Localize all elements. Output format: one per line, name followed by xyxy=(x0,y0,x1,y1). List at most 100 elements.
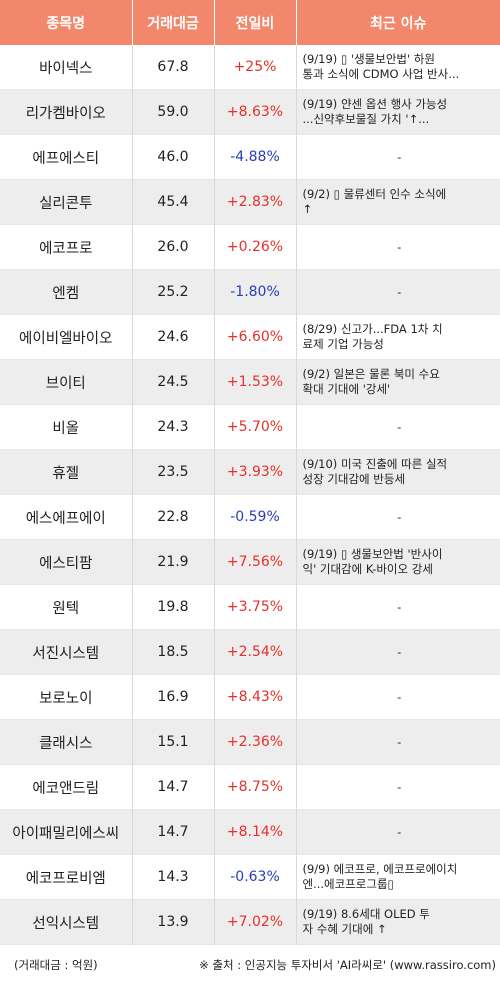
table-row: 리가켐바이오 59.0 +8.63% (9/19) 얀센 옵션 행사 가능성 ...신약… xyxy=(0,89,500,135)
issue-line: - xyxy=(397,239,402,254)
trade-volume: 14.3 xyxy=(132,854,215,900)
stock-name: 에코프로비엠 xyxy=(0,854,133,900)
issue-line: (9/19) 8.6세대 OLED 투 xyxy=(302,907,430,921)
recent-issue: - xyxy=(296,719,500,765)
recent-issue: (8/29) 신고가...FDA 1차 치 료제 기업 가능성 xyxy=(296,314,500,360)
recent-issue: - xyxy=(296,224,500,270)
stock-name: 서진시스템 xyxy=(0,629,133,675)
stock-name: 비올 xyxy=(0,404,133,450)
recent-issue: (9/10) 미국 진출에 따른 실적 성장 기대감에 반등세 xyxy=(296,449,500,495)
price-change: +7.56% xyxy=(214,539,297,585)
stock-name: 리가켐바이오 xyxy=(0,89,133,135)
price-change: +25% xyxy=(214,45,297,90)
price-change: -0.63% xyxy=(214,854,297,900)
trade-volume: 24.5 xyxy=(132,359,215,405)
issue-line: (9/2) 일본은 물론 북미 수요 xyxy=(302,367,440,381)
issue-line: - xyxy=(397,284,402,299)
issue-line: (9/19) ▯ '생물보안법' 하원 xyxy=(302,52,435,66)
stock-name: 에스티팜 xyxy=(0,539,133,585)
stock-name: 에프에스티 xyxy=(0,134,133,180)
recent-issue: (9/19) 얀센 옵션 행사 가능성 ...신약후보물질 가치 '↑... xyxy=(296,89,500,135)
table-row: 에코프로비엠 14.3 -0.63% (9/9) 에코프로, 에코프로에이치 엔...에… xyxy=(0,854,500,900)
recent-issue: (9/19) ▯ 생물보안법 '반사이 익' 기대감에 K-바이오 강세 xyxy=(296,539,500,585)
trade-volume: 21.9 xyxy=(132,539,215,585)
stock-name: 클래시스 xyxy=(0,719,133,765)
recent-issue: - xyxy=(296,404,500,450)
table-row: 에코앤드림 14.7 +8.75% - xyxy=(0,764,500,810)
footer-unit-note: (거래대금 : 억원) xyxy=(14,958,98,972)
recent-issue: (9/19) ▯ '생물보안법' 하원 통과 소식에 CDMO 사업 반사... xyxy=(296,45,500,90)
stock-table: 종목명 거래대금 전일비 최근 이슈 바이넥스 67.8 +25% (9/19) ▯ … xyxy=(0,0,500,945)
issue-line: 확대 기대에 '강세' xyxy=(302,382,391,396)
table-row: 브이티 24.5 +1.53% (9/2) 일본은 물론 북미 수요 확대 기대에 '강… xyxy=(0,359,500,405)
issue-line: (9/2) ▯ 물류센터 인수 소식에 xyxy=(302,187,447,201)
stock-name: 실리콘투 xyxy=(0,179,133,225)
recent-issue: (9/9) 에코프로, 에코프로에이치 엔...에코프로그룹▯ xyxy=(296,854,500,900)
stock-name: 에코프로 xyxy=(0,224,133,270)
recent-issue: - xyxy=(296,134,500,180)
issue-line: (9/9) 에코프로, 에코프로에이치 xyxy=(302,862,458,876)
table-row: 에스티팜 21.9 +7.56% (9/19) ▯ 생물보안법 '반사이 익' 기대감에… xyxy=(0,539,500,585)
issue-line: - xyxy=(397,779,402,794)
table-row: 보로노이 16.9 +8.43% - xyxy=(0,674,500,720)
issue-line: - xyxy=(397,734,402,749)
issue-line: (8/29) 신고가...FDA 1차 치 xyxy=(302,322,443,336)
price-change: +7.02% xyxy=(214,899,297,945)
stock-name: 보로노이 xyxy=(0,674,133,720)
trade-volume: 59.0 xyxy=(132,89,215,135)
issue-line: ...신약후보물질 가치 '↑... xyxy=(302,112,430,126)
table-row: 서진시스템 18.5 +2.54% - xyxy=(0,629,500,675)
table-row: 에이비엘바이오 24.6 +6.60% (8/29) 신고가...FDA 1차 치 료제… xyxy=(0,314,500,360)
issue-line: (9/10) 미국 진출에 따른 실적 xyxy=(302,457,448,471)
trade-volume: 24.3 xyxy=(132,404,215,450)
recent-issue: - xyxy=(296,809,500,855)
trade-volume: 26.0 xyxy=(132,224,215,270)
price-change: +1.53% xyxy=(214,359,297,405)
price-change: +8.63% xyxy=(214,89,297,135)
header-issue: 최근 이슈 xyxy=(296,0,500,45)
trade-volume: 13.9 xyxy=(132,899,215,945)
table-row: 에프에스티 46.0 -4.88% - xyxy=(0,134,500,180)
issue-line: 성장 기대감에 반등세 xyxy=(302,472,406,486)
stock-name: 휴젤 xyxy=(0,449,133,495)
price-change: +2.83% xyxy=(214,179,297,225)
table-row: 에스에프에이 22.8 -0.59% - xyxy=(0,494,500,540)
issue-line: 통과 소식에 CDMO 사업 반사... xyxy=(302,67,460,81)
issue-line: 료제 기업 가능성 xyxy=(302,337,384,351)
issue-line: 엔...에코프로그룹▯ xyxy=(302,877,394,891)
issue-line: - xyxy=(397,644,402,659)
price-change: +8.43% xyxy=(214,674,297,720)
table-row: 에코프로 26.0 +0.26% - xyxy=(0,224,500,270)
stock-name: 브이티 xyxy=(0,359,133,405)
stock-name: 원텍 xyxy=(0,584,133,630)
table-body: 바이넥스 67.8 +25% (9/19) ▯ '생물보안법' 하원 통과 소식에 CD… xyxy=(0,45,500,945)
recent-issue: - xyxy=(296,494,500,540)
trade-volume: 23.5 xyxy=(132,449,215,495)
price-change: -0.59% xyxy=(214,494,297,540)
stock-name: 에이비엘바이오 xyxy=(0,314,133,360)
stock-name: 엔켐 xyxy=(0,269,133,315)
issue-line: - xyxy=(397,149,402,164)
trade-volume: 14.7 xyxy=(132,809,215,855)
issue-line: (9/19) 얀센 옵션 행사 가능성 xyxy=(302,97,448,111)
trade-volume: 24.6 xyxy=(132,314,215,360)
table-row: 비올 24.3 +5.70% - xyxy=(0,404,500,450)
trade-volume: 14.7 xyxy=(132,764,215,810)
issue-line: - xyxy=(397,824,402,839)
price-change: -1.80% xyxy=(214,269,297,315)
trade-volume: 19.8 xyxy=(132,584,215,630)
stock-name: 바이넥스 xyxy=(0,45,133,90)
header-change: 전일비 xyxy=(214,0,297,45)
stock-name: 선익시스템 xyxy=(0,899,133,945)
recent-issue: - xyxy=(296,764,500,810)
trade-volume: 22.8 xyxy=(132,494,215,540)
issue-line: - xyxy=(397,509,402,524)
table-footer: (거래대금 : 억원) ※ 출처 : 인공지능 투자비서 'AI라씨로' (ww… xyxy=(0,945,500,985)
issue-line: 자 수혜 기대에 ↑ xyxy=(302,922,387,936)
trade-volume: 67.8 xyxy=(132,45,215,90)
trade-volume: 46.0 xyxy=(132,134,215,180)
table-row: 클래시스 15.1 +2.36% - xyxy=(0,719,500,765)
recent-issue: (9/2) ▯ 물류센터 인수 소식에 ↑ xyxy=(296,179,500,225)
price-change: +0.26% xyxy=(214,224,297,270)
